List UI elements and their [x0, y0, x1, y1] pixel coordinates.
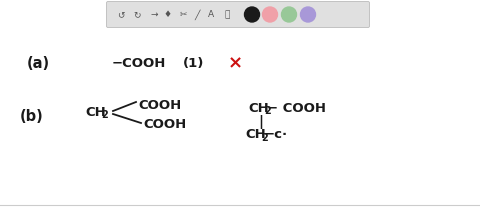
Text: COOH: COOH — [138, 98, 181, 111]
Text: ⬜: ⬜ — [224, 10, 230, 19]
Text: CH: CH — [248, 101, 269, 114]
Circle shape — [263, 7, 277, 22]
Circle shape — [300, 7, 315, 22]
Text: (a): (a) — [27, 55, 50, 70]
Circle shape — [281, 7, 297, 22]
Text: |: | — [258, 115, 263, 129]
Text: CH: CH — [85, 106, 106, 119]
Text: 2: 2 — [101, 110, 108, 120]
Text: −c·: −c· — [264, 128, 288, 141]
Text: 2: 2 — [261, 133, 268, 143]
Text: ✂: ✂ — [179, 10, 187, 19]
Text: 2: 2 — [264, 106, 271, 116]
Text: ↻: ↻ — [133, 10, 141, 19]
Text: (1): (1) — [183, 56, 204, 70]
Text: COOH: COOH — [143, 119, 186, 131]
Text: ×: × — [228, 54, 243, 72]
Text: CH: CH — [245, 128, 266, 141]
Text: →: → — [150, 10, 158, 19]
Text: ╱: ╱ — [194, 9, 200, 20]
Text: (b): (b) — [20, 108, 44, 123]
Circle shape — [244, 7, 260, 22]
Text: −COOH: −COOH — [112, 56, 167, 70]
Text: − COOH: − COOH — [267, 101, 326, 114]
FancyBboxPatch shape — [107, 1, 370, 28]
Text: ♦: ♦ — [164, 10, 172, 19]
Text: A: A — [208, 10, 214, 19]
Text: ↺: ↺ — [117, 10, 125, 19]
